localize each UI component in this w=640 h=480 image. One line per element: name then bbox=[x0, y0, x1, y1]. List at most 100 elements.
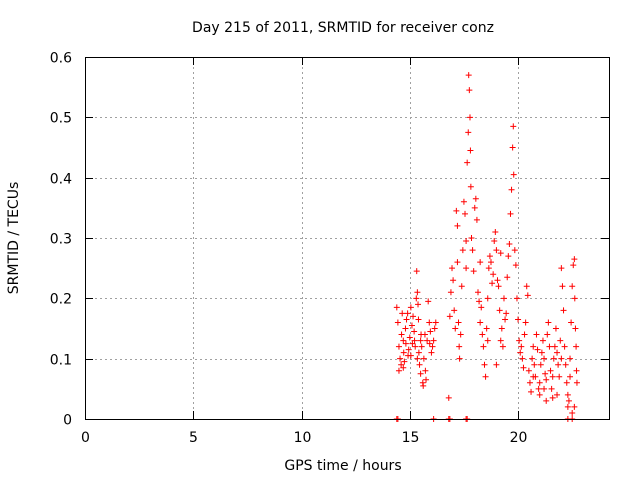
data-point bbox=[420, 382, 427, 389]
data-point bbox=[563, 379, 570, 386]
data-point bbox=[529, 355, 536, 362]
data-point bbox=[425, 298, 432, 305]
data-point bbox=[465, 129, 472, 136]
data-point bbox=[558, 355, 565, 362]
data-point bbox=[572, 325, 579, 332]
data-point bbox=[571, 256, 578, 263]
data-point bbox=[476, 298, 483, 305]
data-point bbox=[456, 343, 463, 350]
data-point bbox=[463, 238, 470, 245]
data-point bbox=[411, 337, 418, 344]
data-point bbox=[565, 397, 572, 404]
data-point bbox=[556, 373, 563, 380]
data-point bbox=[422, 367, 429, 374]
data-point bbox=[561, 343, 568, 350]
data-point bbox=[552, 325, 559, 332]
data-point bbox=[510, 171, 517, 178]
data-point bbox=[536, 391, 543, 398]
data-point bbox=[515, 316, 522, 323]
data-point bbox=[410, 313, 417, 320]
data-point bbox=[397, 355, 404, 362]
data-point bbox=[453, 207, 460, 214]
data-point bbox=[395, 343, 402, 350]
data-point bbox=[569, 283, 576, 290]
data-point bbox=[571, 295, 578, 302]
data-point bbox=[518, 343, 525, 350]
data-point bbox=[402, 340, 409, 347]
data-point bbox=[398, 331, 405, 338]
data-point bbox=[429, 343, 436, 350]
data-point bbox=[530, 373, 537, 380]
data-point bbox=[400, 349, 407, 356]
data-point bbox=[542, 370, 549, 377]
data-point bbox=[407, 304, 414, 311]
data-point bbox=[402, 325, 409, 332]
data-point bbox=[475, 289, 481, 296]
data-point bbox=[487, 259, 494, 266]
data-point bbox=[562, 361, 569, 368]
data-point bbox=[510, 123, 517, 130]
data-point bbox=[526, 379, 533, 386]
data-point bbox=[528, 388, 535, 395]
data-point bbox=[403, 316, 410, 323]
data-point bbox=[558, 265, 565, 272]
data-point bbox=[564, 403, 571, 410]
data-point bbox=[466, 114, 473, 121]
data-point bbox=[465, 72, 472, 79]
data-point bbox=[456, 355, 463, 362]
x-axis-label: GPS time / hours bbox=[284, 458, 401, 474]
data-point bbox=[399, 310, 406, 317]
data-point bbox=[464, 159, 471, 166]
y-tick-label: 0.5 bbox=[50, 111, 72, 127]
data-point bbox=[408, 322, 415, 329]
data-point bbox=[533, 331, 540, 338]
data-point bbox=[573, 379, 580, 386]
data-point bbox=[568, 319, 575, 326]
data-point bbox=[484, 337, 491, 344]
data-point bbox=[398, 361, 405, 368]
data-point bbox=[428, 349, 435, 356]
y-tick-label: 0.1 bbox=[50, 353, 72, 369]
data-point bbox=[497, 337, 504, 344]
data-point bbox=[511, 247, 518, 254]
data-point bbox=[548, 385, 555, 392]
data-point bbox=[426, 340, 433, 347]
data-point bbox=[478, 304, 485, 311]
data-point bbox=[523, 283, 530, 290]
data-point bbox=[539, 337, 546, 344]
data-point bbox=[481, 361, 488, 368]
data-point bbox=[471, 204, 478, 211]
data-point bbox=[468, 235, 475, 241]
data-point bbox=[500, 295, 507, 302]
data-point bbox=[405, 346, 412, 353]
data-point bbox=[517, 349, 524, 356]
x-tick-label: 10 bbox=[294, 430, 312, 446]
data-point bbox=[457, 331, 464, 338]
data-point bbox=[494, 277, 501, 284]
data-point bbox=[486, 253, 493, 260]
data-point bbox=[427, 328, 434, 335]
data-point bbox=[531, 361, 538, 368]
axis-ticks: 0 0.1 0.2 0.3 0.4 0.5 0.6 0 5 10 15 20 bbox=[50, 51, 609, 446]
data-point bbox=[407, 352, 414, 359]
data-point bbox=[460, 198, 467, 205]
data-point bbox=[557, 337, 564, 344]
data-point bbox=[472, 195, 479, 202]
data-point bbox=[541, 355, 548, 362]
data-point bbox=[547, 367, 554, 374]
data-point bbox=[546, 343, 553, 350]
data-point bbox=[414, 289, 421, 296]
data-point bbox=[459, 247, 466, 254]
data-point bbox=[524, 292, 531, 299]
x-tick-label: 5 bbox=[189, 430, 198, 446]
y-tick-label: 0.3 bbox=[50, 232, 72, 248]
data-point bbox=[484, 295, 491, 302]
data-point bbox=[413, 268, 420, 275]
data-point bbox=[567, 355, 574, 362]
data-point bbox=[467, 183, 474, 190]
data-point bbox=[421, 331, 428, 338]
data-point bbox=[506, 241, 513, 248]
data-point bbox=[470, 268, 477, 275]
data-point bbox=[449, 265, 456, 272]
